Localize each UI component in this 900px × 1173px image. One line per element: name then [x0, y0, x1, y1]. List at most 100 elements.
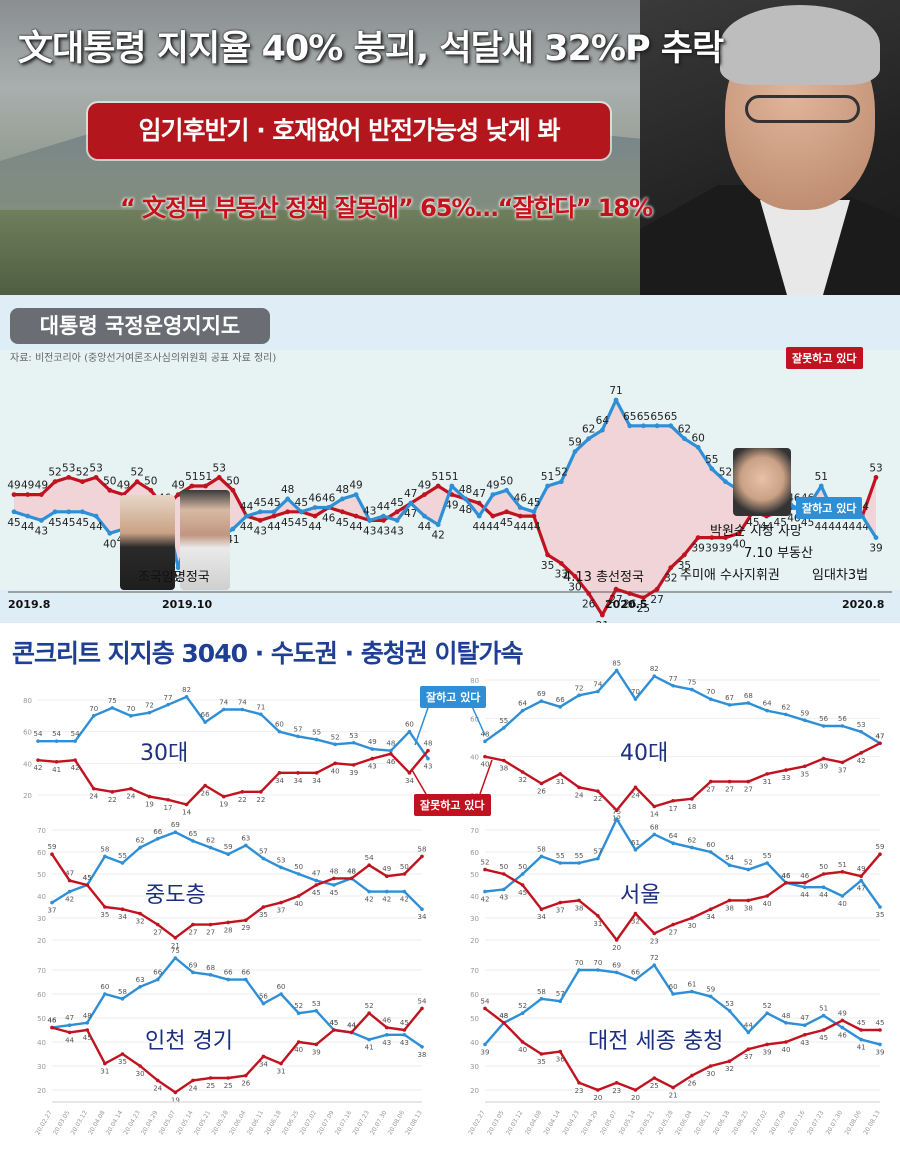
xlabel-2020-8: 2020.8	[842, 598, 885, 611]
point-positive	[517, 505, 523, 510]
point-negative	[586, 591, 592, 596]
point-negative	[257, 518, 263, 523]
data-label-positive: 45	[48, 517, 61, 529]
point-negative	[25, 492, 31, 497]
point-negative	[339, 509, 345, 515]
annotation-realestate: 7.10 부동산	[744, 546, 813, 561]
point-positive	[791, 505, 797, 510]
data-label-negative: 49	[7, 480, 20, 492]
data-label-negative: 44	[240, 521, 254, 533]
data-label-negative: 27	[650, 594, 663, 606]
data-label-negative: 45	[336, 517, 349, 529]
data-label-positive: 40	[103, 538, 116, 550]
data-label-positive: 43	[390, 525, 403, 537]
data-label-positive: 49	[486, 480, 499, 492]
data-label-positive: 51	[445, 471, 458, 483]
data-label-negative: 44	[527, 521, 541, 533]
data-label-negative: 52	[76, 467, 89, 479]
data-label-negative: 45	[746, 517, 759, 529]
data-label-positive: 45	[295, 497, 308, 509]
point-positive	[66, 509, 72, 515]
data-label-negative: 46	[322, 513, 336, 525]
small-chart-title-seoul: 서울	[620, 883, 661, 908]
point-positive	[25, 513, 31, 519]
data-label-positive: 46	[308, 493, 322, 505]
data-label-negative: 44	[760, 521, 774, 533]
point-positive	[572, 449, 578, 454]
data-label-positive: 45	[254, 497, 267, 509]
president-photo-small	[120, 495, 175, 590]
point-positive	[353, 492, 359, 497]
annotation-lease: 임대차3법	[812, 568, 869, 583]
point-negative	[613, 586, 619, 592]
data-label-negative: 51	[199, 471, 212, 483]
data-label-positive: 43	[35, 525, 48, 537]
point-positive	[558, 479, 564, 485]
data-label-negative: 52	[130, 467, 143, 479]
data-label-positive: 42	[431, 530, 444, 542]
point-negative	[271, 513, 277, 519]
data-label-negative: 53	[869, 462, 882, 474]
data-label-negative: 32	[664, 573, 677, 585]
point-positive	[326, 505, 332, 510]
data-label-negative: 44	[349, 521, 363, 533]
point-negative	[107, 487, 113, 493]
data-label-positive: 55	[705, 454, 718, 466]
data-label-negative: 39	[691, 543, 704, 555]
data-label-negative: 26	[582, 599, 596, 611]
point-positive	[531, 509, 537, 515]
point-positive	[339, 496, 345, 502]
gap-shading	[14, 400, 876, 615]
annotation-choo: 추미애 수사지휘권	[680, 568, 780, 583]
annotation-election: 4.13 총선정국	[563, 570, 644, 585]
data-label-negative: 53	[213, 462, 226, 474]
point-positive	[244, 513, 250, 519]
point-positive	[38, 518, 44, 523]
data-label-negative: 45	[500, 517, 513, 529]
data-label-negative: 39	[719, 543, 732, 555]
point-negative	[230, 487, 236, 493]
point-negative	[66, 475, 72, 480]
point-positive	[668, 423, 674, 429]
point-positive	[627, 423, 633, 429]
data-label-negative: 48	[459, 504, 472, 516]
point-positive	[490, 492, 496, 497]
data-label-positive: 39	[869, 543, 882, 555]
point-positive	[285, 496, 291, 502]
data-label-negative: 49	[418, 480, 431, 492]
point-negative	[627, 591, 633, 596]
tag-negative-main: 잘못하고 있다	[786, 347, 863, 369]
data-label-negative: 53	[62, 462, 75, 474]
point-negative	[723, 535, 728, 540]
point-positive	[599, 427, 605, 433]
point-negative	[11, 492, 17, 497]
point-positive	[230, 526, 236, 532]
data-label-negative: 51	[431, 471, 444, 483]
point-positive	[52, 509, 58, 515]
point-negative	[517, 513, 523, 519]
data-label-negative: 45	[390, 497, 403, 509]
small-chart-title-40s: 40대	[620, 741, 669, 766]
point-positive	[723, 479, 728, 485]
data-label-positive: 64	[596, 415, 610, 427]
point-positive	[695, 444, 701, 450]
cho-kuk-photo	[180, 490, 230, 590]
point-positive	[367, 518, 373, 523]
point-negative	[422, 492, 427, 497]
data-label-negative: 49	[117, 480, 130, 492]
data-label-positive: 62	[678, 424, 691, 436]
point-negative	[285, 509, 291, 515]
point-negative	[709, 535, 715, 540]
data-label-negative: 53	[89, 462, 102, 474]
point-positive	[422, 513, 427, 519]
data-label-positive: 46	[514, 493, 528, 505]
tag-positive-main: 잘하고 있다	[796, 497, 863, 519]
point-negative	[640, 595, 646, 601]
data-label-negative: 49	[35, 480, 48, 492]
data-label-negative: 50	[103, 475, 116, 487]
data-label-negative: 45	[774, 517, 787, 529]
data-label-positive: 45	[7, 517, 20, 529]
portrait-hair	[720, 5, 880, 85]
point-negative	[312, 513, 318, 519]
data-label-negative: 45	[281, 517, 294, 529]
